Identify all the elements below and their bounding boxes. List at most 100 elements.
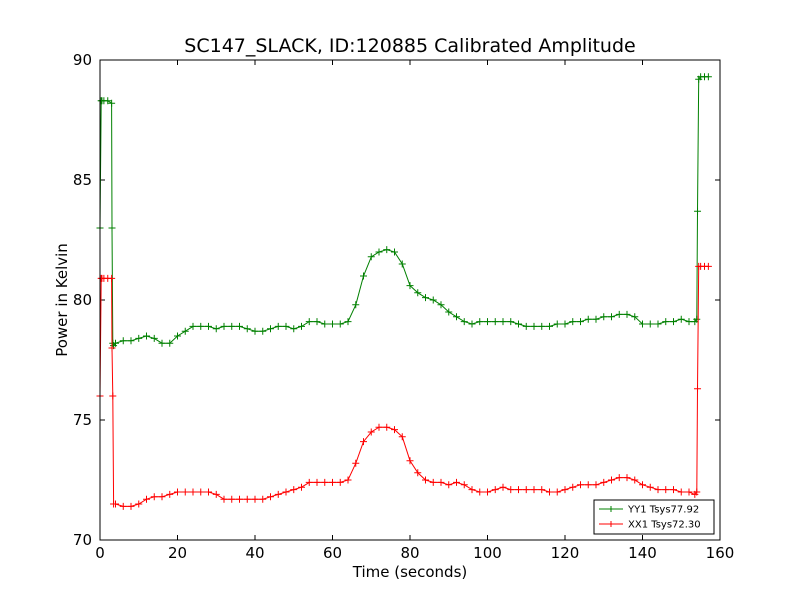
data-point xyxy=(685,488,693,496)
data-point xyxy=(321,320,329,328)
legend-marker xyxy=(608,506,614,512)
data-point xyxy=(108,99,116,107)
data-point xyxy=(460,318,468,326)
data-point xyxy=(584,481,592,489)
data-point xyxy=(499,483,507,491)
data-point xyxy=(646,483,654,491)
data-point xyxy=(251,327,259,335)
data-point xyxy=(445,481,453,489)
plot-area xyxy=(100,60,720,540)
data-point xyxy=(104,97,112,105)
data-point xyxy=(212,325,220,333)
data-point xyxy=(220,495,228,503)
data-point xyxy=(631,313,639,321)
data-point xyxy=(344,476,352,484)
data-point xyxy=(569,483,577,491)
data-point xyxy=(453,478,460,486)
data-point xyxy=(391,248,398,256)
data-point xyxy=(546,488,553,496)
data-point xyxy=(662,486,670,494)
data-point xyxy=(228,322,236,330)
data-point xyxy=(437,478,445,486)
data-point xyxy=(298,483,305,491)
data-point xyxy=(290,325,298,333)
legend-entry-1: YY1 Tsys77.92 xyxy=(599,505,699,516)
x-tick-label: 0 xyxy=(95,544,105,562)
data-point xyxy=(453,313,460,321)
data-point xyxy=(236,322,243,330)
legend-label: YY1 Tsys77.92 xyxy=(627,505,699,516)
data-point xyxy=(592,315,600,323)
y-tick-label: 90 xyxy=(73,51,92,69)
data-point xyxy=(600,313,608,321)
data-point xyxy=(608,476,615,484)
series-2 xyxy=(96,262,712,510)
data-point xyxy=(662,318,670,326)
data-point xyxy=(360,272,367,280)
data-point xyxy=(274,322,282,330)
data-point xyxy=(398,260,406,268)
legend-label: XX1 Tsys72.30 xyxy=(628,520,701,531)
data-point xyxy=(677,315,685,323)
data-point xyxy=(108,344,116,352)
legend-box xyxy=(593,499,715,535)
data-point xyxy=(329,478,336,486)
data-point xyxy=(484,318,491,326)
x-tick-label: 140 xyxy=(628,544,657,562)
chart-title: SC147_SLACK, ID:120885 Calibrated Amplit… xyxy=(184,35,635,57)
plot-frame xyxy=(99,59,721,541)
data-point xyxy=(468,486,476,494)
data-point xyxy=(515,486,522,494)
data-point xyxy=(623,310,631,318)
data-point xyxy=(654,486,662,494)
data-point xyxy=(150,334,158,342)
series-layer xyxy=(96,73,712,510)
data-point xyxy=(615,310,623,318)
data-point xyxy=(127,337,135,345)
y-tick-label: 85 xyxy=(73,171,92,189)
data-point xyxy=(119,502,127,510)
data-point xyxy=(109,392,117,400)
x-tick-label: 120 xyxy=(551,544,580,562)
data-point xyxy=(693,315,701,323)
data-point xyxy=(135,334,143,342)
data-point xyxy=(639,320,646,328)
legend-marker xyxy=(608,521,614,527)
data-point xyxy=(429,478,437,486)
data-point xyxy=(491,486,499,494)
data-point xyxy=(414,469,422,477)
data-point xyxy=(522,322,530,330)
data-point xyxy=(243,325,251,333)
data-point xyxy=(329,320,336,328)
data-point xyxy=(108,224,116,232)
data-point xyxy=(693,488,701,496)
data-point xyxy=(282,488,290,496)
data-point xyxy=(538,486,546,494)
data-point xyxy=(108,274,116,282)
data-point xyxy=(166,490,174,498)
data-point xyxy=(577,318,584,326)
data-point xyxy=(561,486,569,494)
data-point xyxy=(429,296,437,304)
data-point xyxy=(538,322,546,330)
data-point xyxy=(553,488,561,496)
series-1 xyxy=(96,73,712,350)
data-point xyxy=(484,488,491,496)
data-point xyxy=(561,320,569,328)
data-point xyxy=(282,322,290,330)
data-point xyxy=(236,495,243,503)
x-tick-label: 80 xyxy=(400,544,419,562)
data-point xyxy=(127,502,135,510)
data-point xyxy=(367,253,375,261)
data-point xyxy=(313,478,321,486)
data-point xyxy=(383,423,391,431)
data-point xyxy=(476,488,484,496)
data-point xyxy=(228,495,236,503)
data-point xyxy=(174,488,181,496)
x-axis-label: Time (seconds) xyxy=(352,563,468,581)
data-point xyxy=(344,318,352,326)
data-point xyxy=(646,320,654,328)
data-point xyxy=(313,318,321,326)
